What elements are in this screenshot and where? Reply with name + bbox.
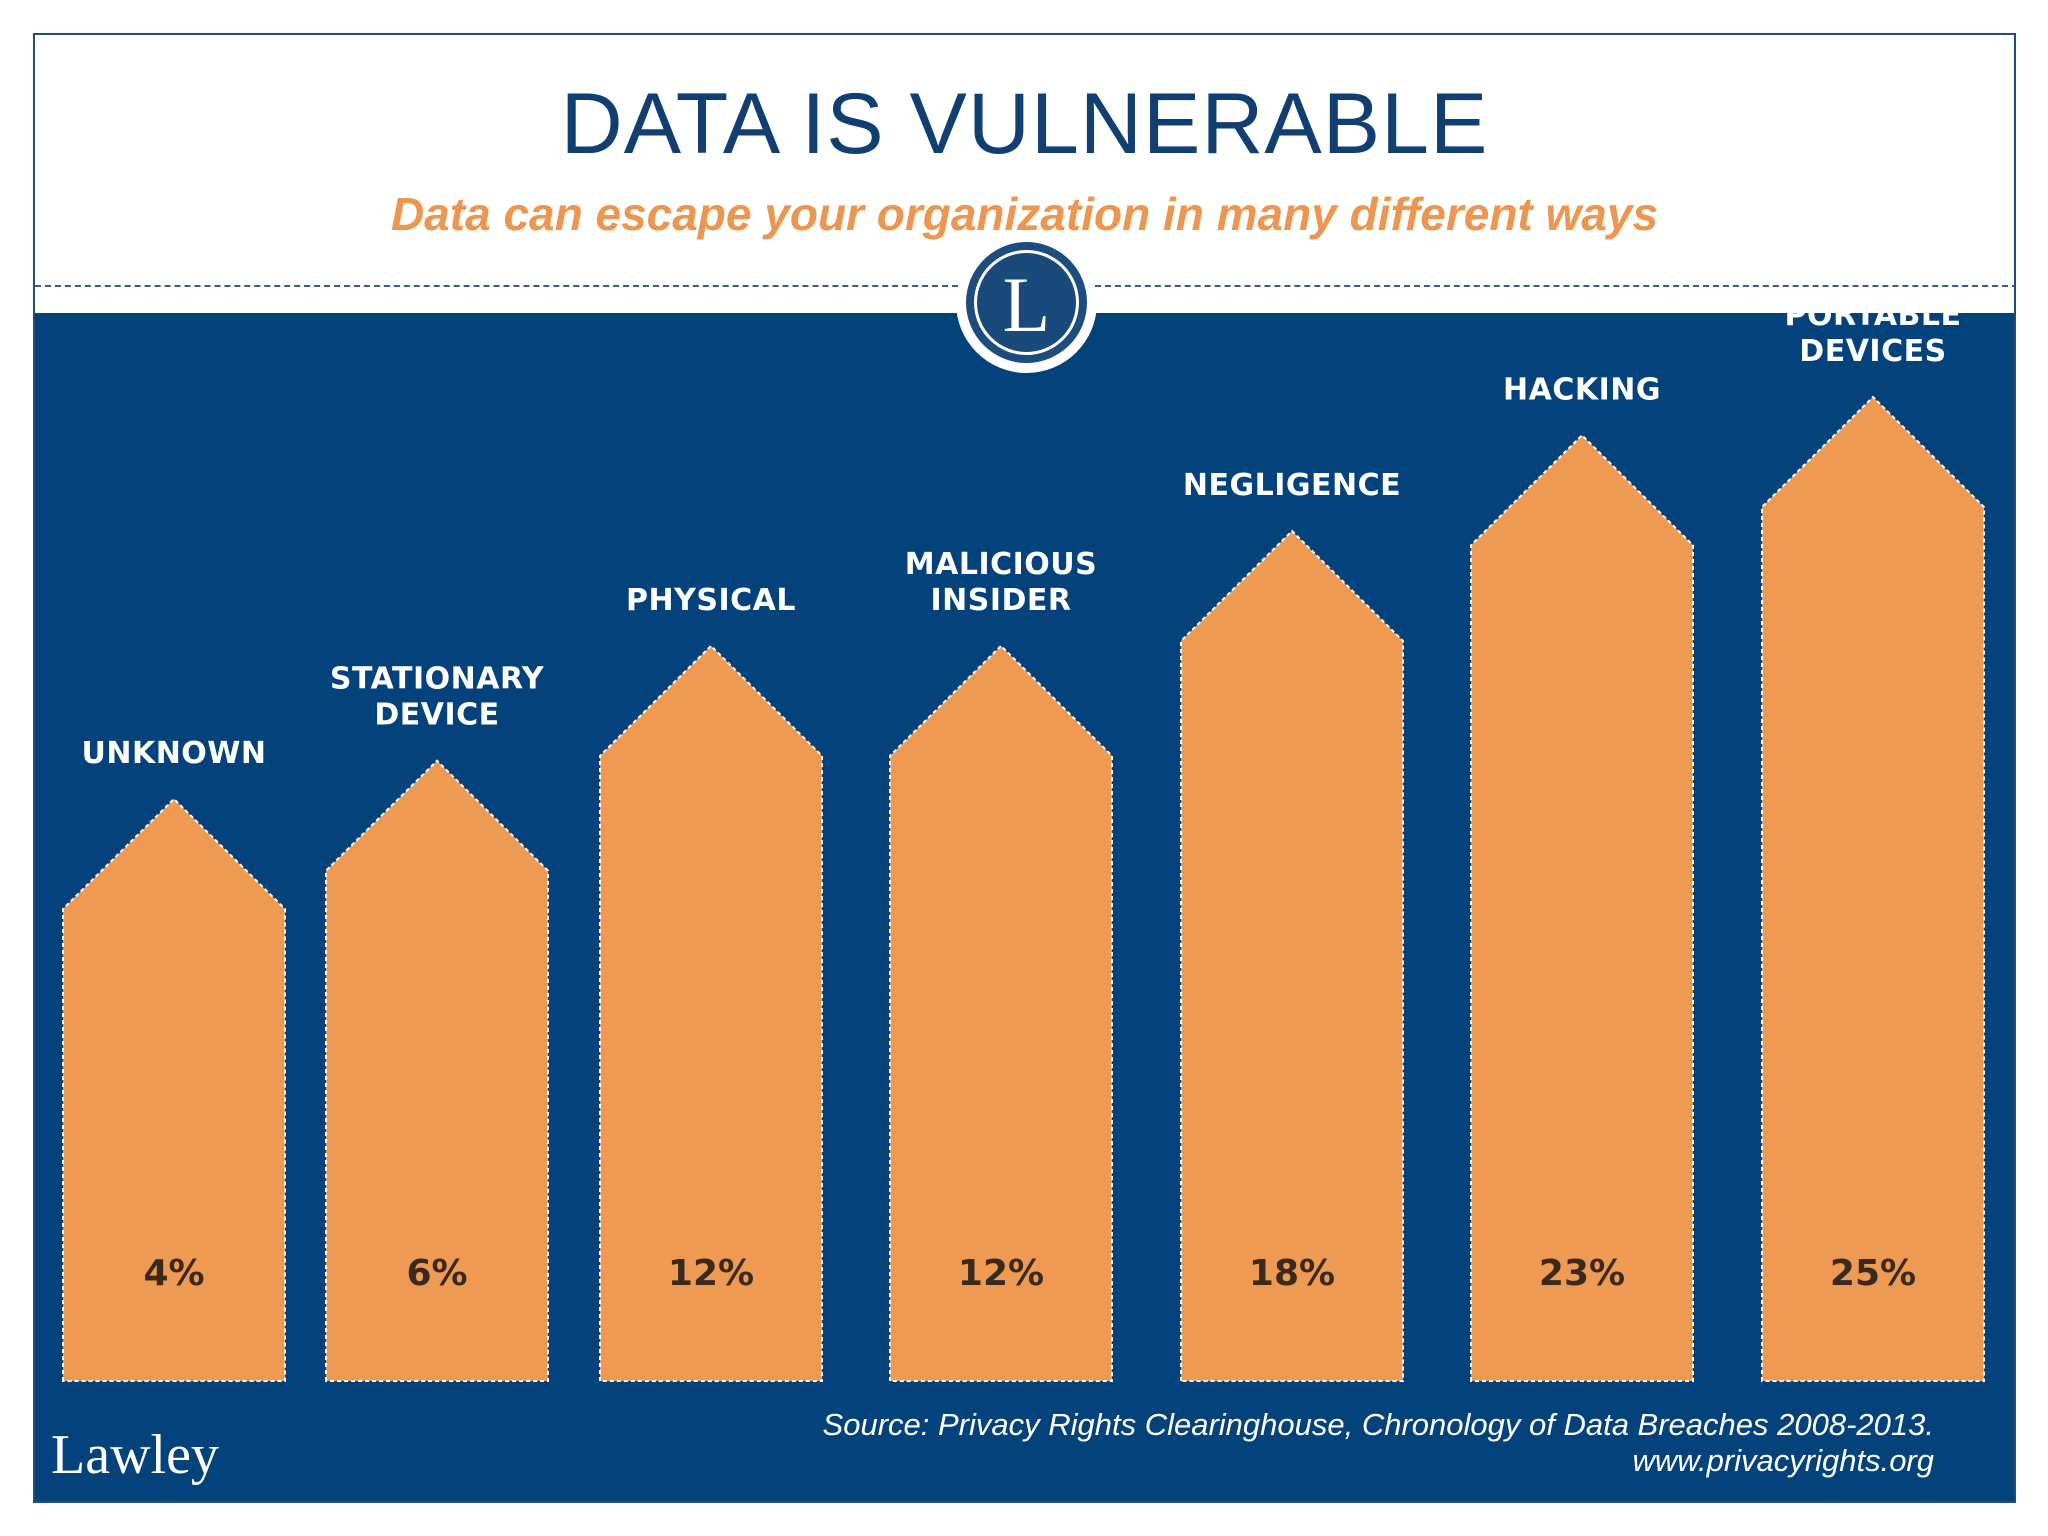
category-label-line: UNKNOWN: [81, 736, 266, 771]
bar-2: [599, 644, 823, 1382]
value-label-0: 4%: [143, 1253, 204, 1294]
source-url: www.privacyrights.org: [1632, 1443, 1934, 1478]
category-label-line: DEVICES: [1799, 334, 1946, 369]
infographic-frame: DATA IS VULNERABLE Data can escape your …: [33, 33, 2016, 1503]
category-label-line: NEGLIGENCE: [1183, 468, 1401, 503]
category-label-4: NEGLIGENCE: [1183, 468, 1401, 503]
category-label-6: PORTABLE DEVICES: [1784, 298, 1961, 369]
value-label-4: 18%: [1249, 1253, 1335, 1294]
logo-inner: L: [974, 250, 1079, 355]
category-label-line: STATIONARY: [330, 662, 545, 697]
source-note: Source: Privacy Rights Clearinghouse, Ch…: [823, 1407, 1934, 1479]
page-title: DATA IS VULNERABLE: [560, 76, 1489, 172]
category-label-line: HACKING: [1503, 372, 1661, 407]
bar-5: [1470, 433, 1694, 1382]
circle-l-monogram-icon: L: [956, 232, 1097, 373]
logo-letter: L: [1002, 260, 1051, 348]
bar-1: [325, 759, 549, 1382]
bar-chart: 4% UNKNOWN 6% STATIONARY DEVICE 12% PHYSICAL 12…: [62, 298, 1985, 1382]
category-label-5: HACKING: [1503, 372, 1661, 407]
logo-ring: L: [966, 242, 1087, 363]
value-label-3: 12%: [958, 1253, 1044, 1294]
brand-logo: Lawley: [51, 1424, 219, 1486]
category-label-2: PHYSICAL: [626, 583, 796, 618]
bar-6: [1761, 395, 1985, 1382]
value-label-2: 12%: [668, 1253, 754, 1294]
source-line-1: Source: Privacy Rights Clearinghouse, Ch…: [822, 1407, 1934, 1442]
category-label-3: MALICIOUS INSIDER: [905, 547, 1098, 618]
category-label-line: MALICIOUS: [905, 547, 1098, 582]
value-label-1: 6%: [406, 1253, 467, 1294]
category-label-0: UNKNOWN: [81, 736, 266, 771]
category-label-line: PHYSICAL: [626, 583, 796, 618]
dashed-divider-left: [35, 285, 958, 287]
category-label-1: STATIONARY DEVICE: [330, 662, 545, 733]
page-subtitle: Data can escape your organization in man…: [390, 188, 1659, 240]
bar-4: [1180, 529, 1404, 1382]
bar-3: [889, 644, 1113, 1382]
value-label-6: 25%: [1830, 1253, 1916, 1294]
category-label-line: PORTABLE: [1784, 298, 1961, 333]
value-label-5: 23%: [1539, 1253, 1625, 1294]
category-label-line: INSIDER: [930, 583, 1071, 618]
dashed-divider-right: [1095, 285, 2014, 287]
category-label-line: DEVICE: [374, 698, 499, 733]
bar-0: [62, 797, 286, 1382]
